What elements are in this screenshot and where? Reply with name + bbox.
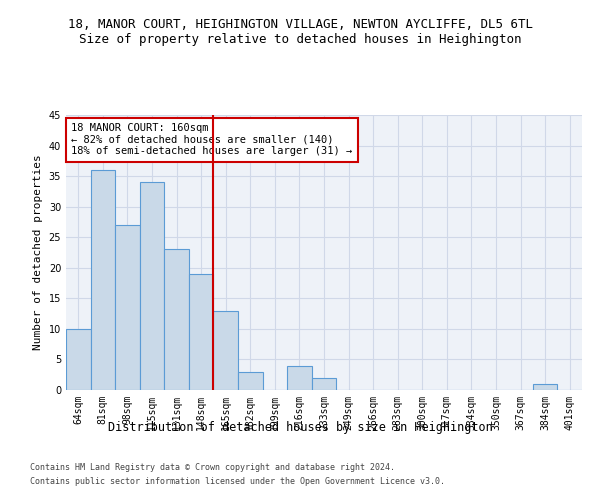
Y-axis label: Number of detached properties: Number of detached properties: [33, 154, 43, 350]
Bar: [287, 366, 312, 390]
Bar: [312, 378, 336, 390]
Text: Contains public sector information licensed under the Open Government Licence v3: Contains public sector information licen…: [30, 476, 445, 486]
Text: 18, MANOR COURT, HEIGHINGTON VILLAGE, NEWTON AYCLIFFE, DL5 6TL: 18, MANOR COURT, HEIGHINGTON VILLAGE, NE…: [67, 18, 533, 30]
Bar: [66, 329, 91, 390]
Text: Contains HM Land Registry data © Crown copyright and database right 2024.: Contains HM Land Registry data © Crown c…: [30, 463, 395, 472]
Bar: [115, 225, 140, 390]
Bar: [238, 372, 263, 390]
Text: Distribution of detached houses by size in Heighington: Distribution of detached houses by size …: [107, 421, 493, 434]
Bar: [164, 250, 189, 390]
Bar: [189, 274, 214, 390]
Text: 18 MANOR COURT: 160sqm
← 82% of detached houses are smaller (140)
18% of semi-de: 18 MANOR COURT: 160sqm ← 82% of detached…: [71, 123, 352, 156]
Bar: [214, 310, 238, 390]
Bar: [140, 182, 164, 390]
Bar: [91, 170, 115, 390]
Text: Size of property relative to detached houses in Heighington: Size of property relative to detached ho…: [79, 32, 521, 46]
Bar: [533, 384, 557, 390]
